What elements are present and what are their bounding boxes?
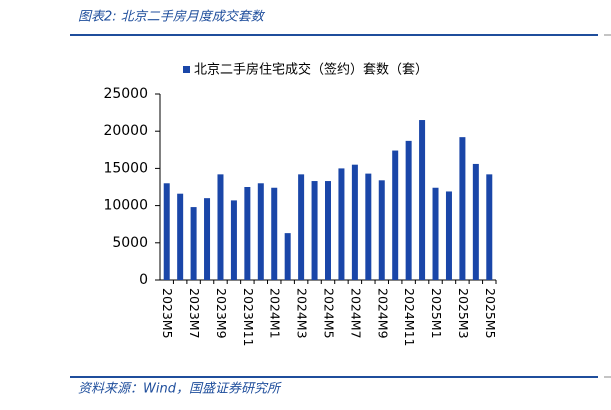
y-tick-label: 15000	[103, 160, 148, 176]
chart-title: 图表2: 北京二手房月度成交套数	[78, 9, 266, 25]
bar	[311, 181, 318, 280]
legend-label: 北京二手房住宅成交（签约）套数（套）	[194, 62, 428, 78]
bar	[459, 137, 466, 280]
bar	[325, 181, 331, 280]
x-tick-label: 2024M11	[402, 288, 417, 347]
x-tick-label: 2023M9	[214, 288, 229, 339]
y-tick-label: 20000	[103, 123, 148, 139]
bar	[190, 207, 197, 280]
bar	[486, 174, 493, 280]
x-tick-label: 2024M7	[348, 288, 363, 339]
x-tick-label: 2023M5	[160, 288, 175, 339]
bar	[472, 163, 479, 280]
bar	[405, 140, 412, 280]
bar	[163, 183, 170, 280]
x-tick-label: 2024M1	[268, 288, 283, 339]
bar	[257, 183, 264, 280]
x-tick-label: 2025M1	[429, 288, 444, 339]
bar	[298, 174, 305, 280]
x-tick-label: 2023M7	[187, 288, 202, 339]
bar	[432, 187, 439, 280]
x-tick-label: 2025M3	[456, 288, 471, 339]
x-tick-label: 2025M5	[483, 288, 498, 339]
bar	[338, 168, 345, 280]
x-tick-label: 2024M5	[322, 288, 337, 339]
bar	[204, 198, 211, 280]
bar	[217, 174, 224, 280]
y-tick-label: 5000	[112, 235, 148, 251]
y-tick-label: 10000	[103, 198, 148, 214]
bar	[365, 173, 372, 280]
bar	[419, 120, 426, 280]
bar	[271, 187, 278, 280]
y-tick-label: 0	[139, 272, 148, 288]
bar	[378, 180, 385, 280]
bar	[284, 233, 291, 280]
x-tick-label: 2024M9	[375, 288, 390, 339]
bar	[244, 187, 251, 280]
bar	[445, 191, 452, 280]
bar	[177, 193, 184, 280]
bar	[351, 164, 358, 280]
legend-swatch	[183, 66, 190, 73]
x-tick-label: 2023M11	[241, 288, 256, 347]
x-tick-label: 2024M3	[295, 288, 310, 339]
bar	[392, 150, 399, 280]
source-note: 资料来源：Wind，国盛证券研究所	[78, 381, 282, 397]
bar	[230, 200, 237, 280]
y-tick-label: 25000	[103, 86, 148, 102]
